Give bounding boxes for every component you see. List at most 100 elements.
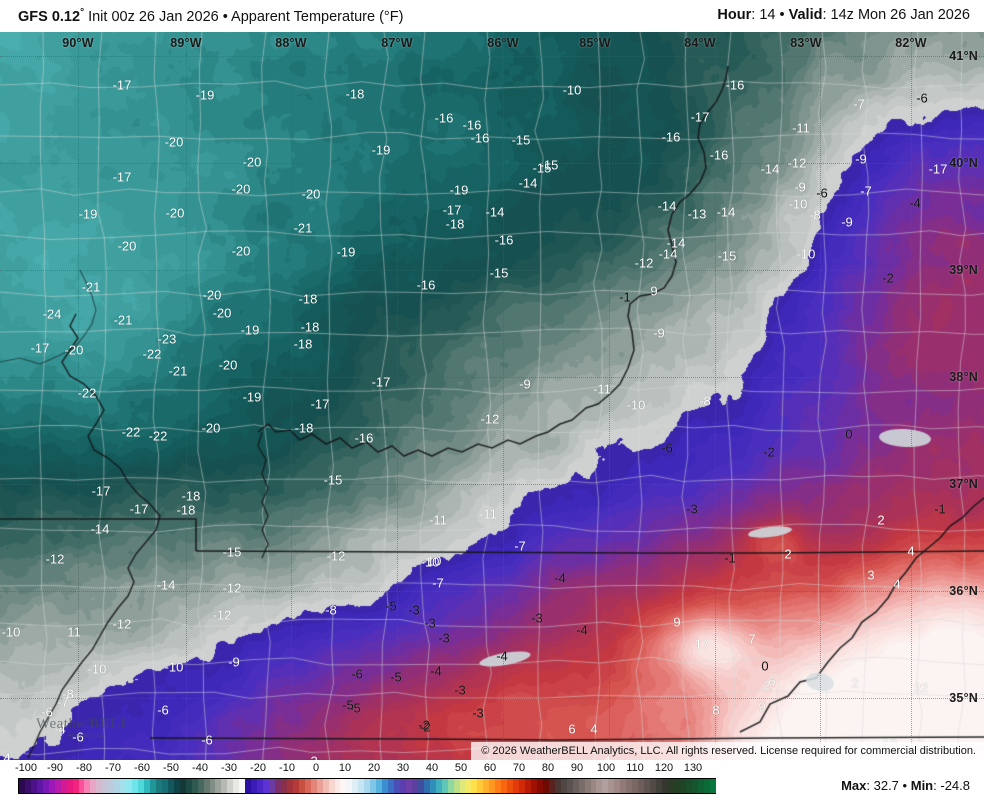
colorbar-swatch — [144, 779, 150, 793]
temperature-value-label: -21 — [81, 279, 101, 295]
max-value: 32.7 — [873, 778, 899, 793]
longitude-label: 88°W — [275, 36, 307, 50]
colorbar-swatch — [90, 779, 97, 793]
temperature-value-label: -17 — [112, 169, 132, 185]
temperature-value-label: 9 — [758, 699, 766, 715]
temperature-value-label: -18 — [298, 291, 318, 307]
colorbar-swatch — [602, 779, 609, 793]
temperature-value-label: -7 — [432, 575, 444, 591]
temperature-value-label: -18 — [181, 488, 201, 504]
colorbar-swatch — [42, 779, 49, 793]
colorbar-swatch — [358, 779, 365, 793]
temperature-value-label: -11 — [792, 120, 810, 136]
temperature-value-label: -18 — [300, 319, 320, 335]
latitude-label: 35°N — [949, 691, 978, 705]
temperature-value-label: -16 — [725, 77, 745, 93]
latitude-label: 37°N — [949, 477, 978, 491]
colorbar-swatch — [78, 779, 85, 793]
temperature-value-label: -5 — [342, 697, 354, 713]
temperature-value-label: -6 — [72, 729, 84, 745]
temperature-value-label: -5 — [385, 598, 397, 614]
latitude-label: 40°N — [949, 156, 978, 170]
colorbar-swatch — [548, 779, 555, 793]
temperature-value-label: -9 — [519, 376, 531, 392]
temperature-value-label: -19 — [449, 182, 469, 198]
colorbar-swatch — [632, 779, 639, 793]
colorbar-swatch — [423, 779, 430, 793]
colorbar-swatch — [471, 779, 478, 793]
temperature-value-label: -17 — [442, 202, 462, 218]
colorbar-swatch — [411, 779, 418, 793]
temperature-value-label: -15 — [489, 265, 509, 281]
temperature-value-label: -13 — [687, 206, 707, 222]
colorbar-tick-label: 100 — [596, 762, 616, 774]
colorbar-swatch — [453, 779, 460, 793]
temperature-value-label: -6 — [157, 702, 169, 718]
colorbar-swatch — [644, 779, 651, 793]
temperature-value-label: -15 — [717, 248, 737, 264]
temperature-contour-canvas[interactable] — [0, 32, 984, 760]
temperature-value-label: 4 — [893, 576, 901, 592]
temperature-value-label: -22 — [121, 424, 141, 440]
colorbar-swatch — [251, 779, 258, 793]
colorbar-tick-label: 70 — [512, 762, 526, 774]
min-value: -24.8 — [940, 778, 970, 793]
temperature-value-label: -9 — [794, 179, 806, 195]
colorbar-swatch — [596, 779, 603, 793]
temperature-value-label: -15 — [222, 544, 242, 560]
temperature-value-label: -20 — [201, 420, 221, 436]
colorbar-tick-label: 80 — [541, 762, 555, 774]
colorbar-swatch — [667, 779, 674, 793]
longitude-label: 90°W — [62, 36, 94, 50]
temperature-value-label: -9 — [855, 151, 867, 167]
colorbar-swatch — [507, 779, 514, 793]
colorbar-swatch — [650, 779, 656, 793]
colorbar-swatch — [584, 779, 591, 793]
temperature-value-label: -17 — [129, 501, 149, 517]
temperature-value-label: -20 — [301, 186, 321, 202]
colorbar-tick-label: -10 — [279, 762, 295, 774]
weather-map-panel[interactable]: 90°W 89°W 88°W 87°W 86°W 85°W 84°W 83°W 82°W 41°… — [0, 32, 984, 760]
colorbar-swatch — [102, 779, 109, 793]
temperature-value-label: -17 — [928, 161, 948, 177]
map-header: GFS 0.12° Init 00z 26 Jan 2026 • Apparen… — [0, 0, 984, 32]
colorbar-swatch — [197, 779, 204, 793]
colorbar-swatch — [501, 779, 508, 793]
logo-subtext: Analytics LLC — [68, 733, 104, 739]
colorbar-swatch — [280, 779, 287, 793]
temperature-value-label: -14 — [716, 204, 736, 220]
colorbar-swatch — [239, 779, 246, 793]
colorbar-swatch — [590, 779, 597, 793]
temperature-value-label: 6 — [568, 721, 576, 737]
longitude-label: 84°W — [684, 36, 716, 50]
colorbar-swatch — [191, 779, 198, 793]
header-left-title: GFS 0.12° Init 00z 26 Jan 2026 • Apparen… — [18, 7, 403, 25]
colorbar-swatch — [245, 779, 252, 793]
colorbar-swatch — [477, 779, 484, 793]
temperature-value-label: -15 — [539, 157, 559, 173]
temperature-value-label: -5 — [390, 669, 402, 685]
latitude-label: 38°N — [949, 370, 978, 384]
temperature-value-label: -21 — [168, 363, 188, 379]
temperature-value-label: -9 — [228, 654, 240, 670]
colorbar-swatch — [132, 779, 139, 793]
header-right-title: Hour: 14 • Valid: 14z Mon 26 Jan 2026 — [717, 7, 970, 23]
temperature-value-label: -16 — [416, 277, 436, 293]
colorbar-swatch — [72, 779, 79, 793]
temperature-value-label: -10 — [420, 554, 440, 570]
temperature-value-label: -11 — [429, 512, 447, 528]
colorbar-swatch — [292, 779, 299, 793]
temperature-value-label: 17 — [694, 636, 710, 652]
copyright-notice: © 2026 WeatherBELL Analytics, LLC. All r… — [471, 742, 984, 760]
temperature-value-label: 22 — [913, 680, 929, 696]
colorbar-swatch — [54, 779, 61, 793]
latitude-label: 39°N — [949, 263, 978, 277]
temperature-value-label: -16 — [709, 147, 729, 163]
temperature-value-label: -14 — [760, 161, 780, 177]
field-name: Apparent Temperature (°F) — [231, 8, 404, 25]
temperature-value-label: -12 — [222, 580, 242, 596]
temperature-value-label: -15 — [532, 160, 552, 176]
model-name: GFS 0.12 — [18, 8, 81, 25]
temperature-value-label: -4 — [576, 622, 588, 638]
temperature-value-label: -20 — [165, 205, 185, 221]
